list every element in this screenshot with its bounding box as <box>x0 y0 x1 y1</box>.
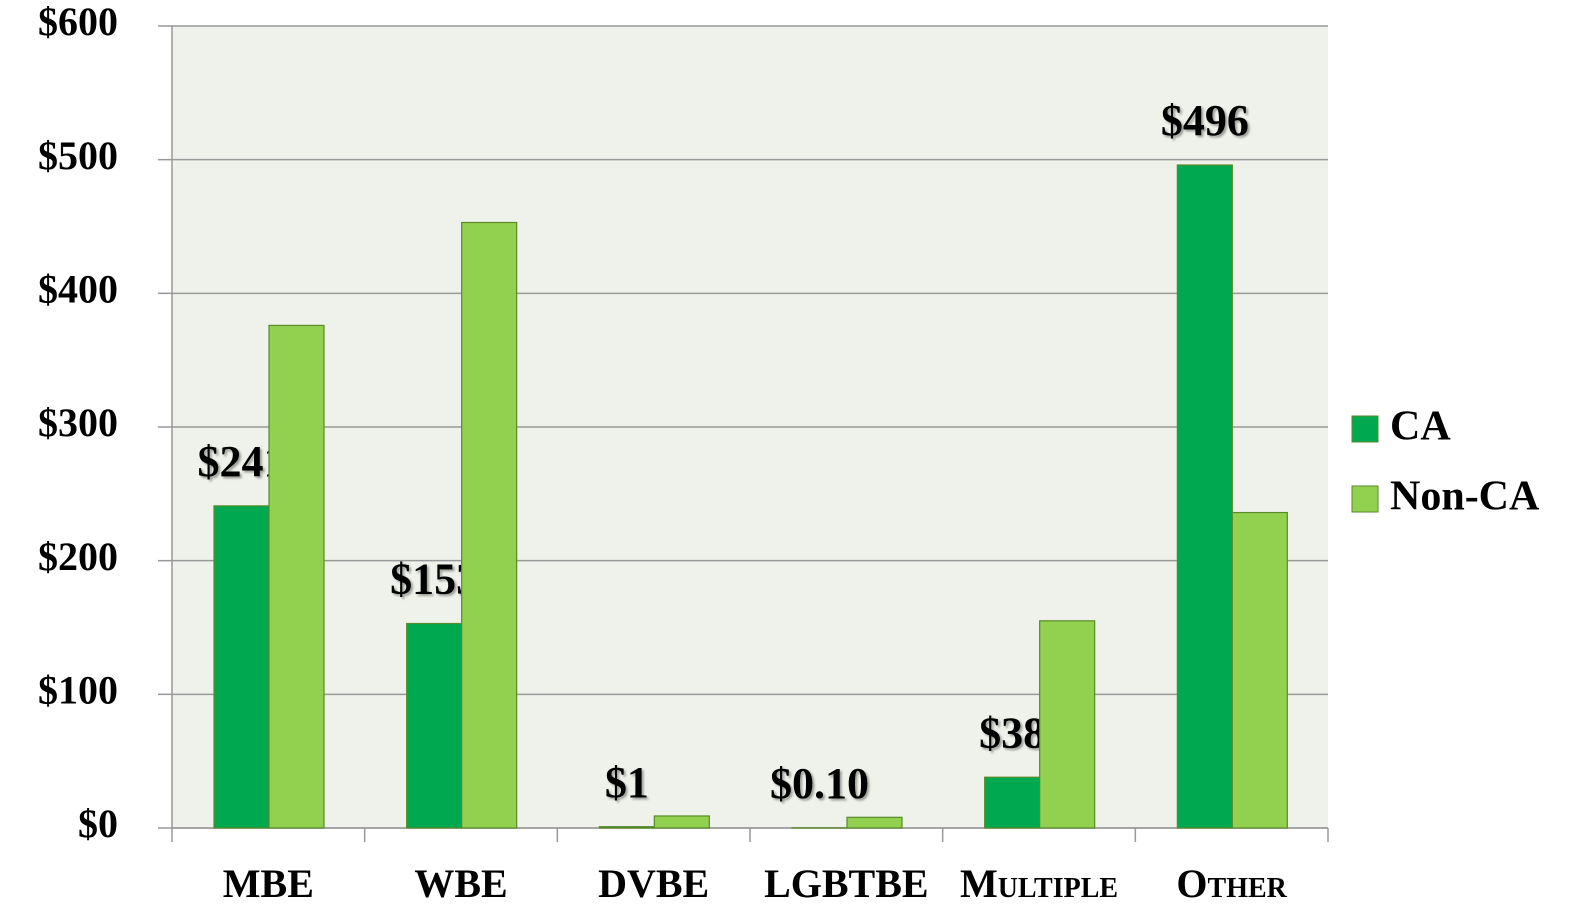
y-tick-label: $500 <box>38 133 118 178</box>
x-tick-label: Other <box>1176 861 1287 906</box>
value-label: $38 <box>979 708 1045 757</box>
legend-swatch <box>1351 415 1379 443</box>
y-tick-label: $300 <box>38 400 118 445</box>
x-tick-label: DVBE <box>598 861 709 906</box>
bar <box>1231 511 1288 829</box>
x-tick-label: WBE <box>414 861 507 906</box>
x-tick-label: MBE <box>223 861 314 906</box>
value-label: $0.10 <box>770 759 869 808</box>
y-tick-label: $200 <box>38 534 118 579</box>
y-tick-label: $0 <box>78 801 118 846</box>
legend-label: CA <box>1390 404 1451 450</box>
bar <box>268 324 325 829</box>
x-tick-label: LGBTBE <box>764 861 929 906</box>
y-tick-label: $100 <box>38 668 118 713</box>
value-label: $1 <box>605 758 649 807</box>
bar <box>598 826 655 829</box>
bar <box>461 221 518 829</box>
bar <box>846 816 903 829</box>
bar <box>1176 164 1233 829</box>
legend-label: Non-CA <box>1390 474 1540 520</box>
value-label: $496 <box>1161 96 1249 145</box>
bar <box>1039 620 1096 829</box>
x-tick-label: Multiple <box>960 861 1118 906</box>
y-tick-label: $600 <box>38 0 118 44</box>
bar <box>406 622 463 829</box>
legend-swatch <box>1351 485 1379 513</box>
bar <box>984 776 1041 829</box>
y-tick-label: $400 <box>38 267 118 312</box>
bar <box>213 505 270 829</box>
bar <box>653 815 710 829</box>
